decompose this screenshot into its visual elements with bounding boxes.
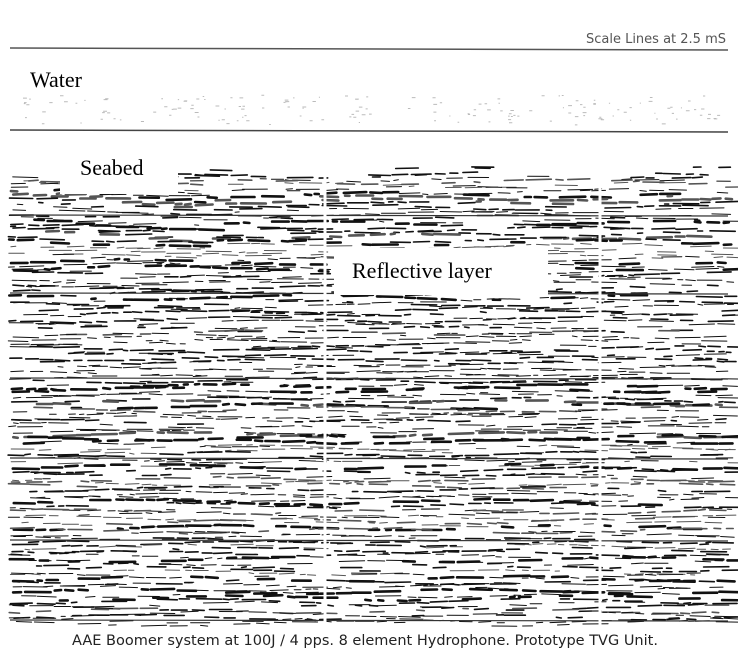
reflective-layer-label: Reflective layer: [352, 258, 493, 283]
seismic-figure: Scale Lines at 2.5 mS Water Seabed Refle…: [0, 0, 738, 651]
background: [0, 0, 738, 651]
seabed-label: Seabed: [80, 155, 144, 180]
water-label: Water: [30, 67, 83, 92]
scale-note: Scale Lines at 2.5 mS: [586, 32, 726, 47]
caption: AAE Boomer system at 100J / 4 pps. 8 ele…: [72, 633, 658, 649]
